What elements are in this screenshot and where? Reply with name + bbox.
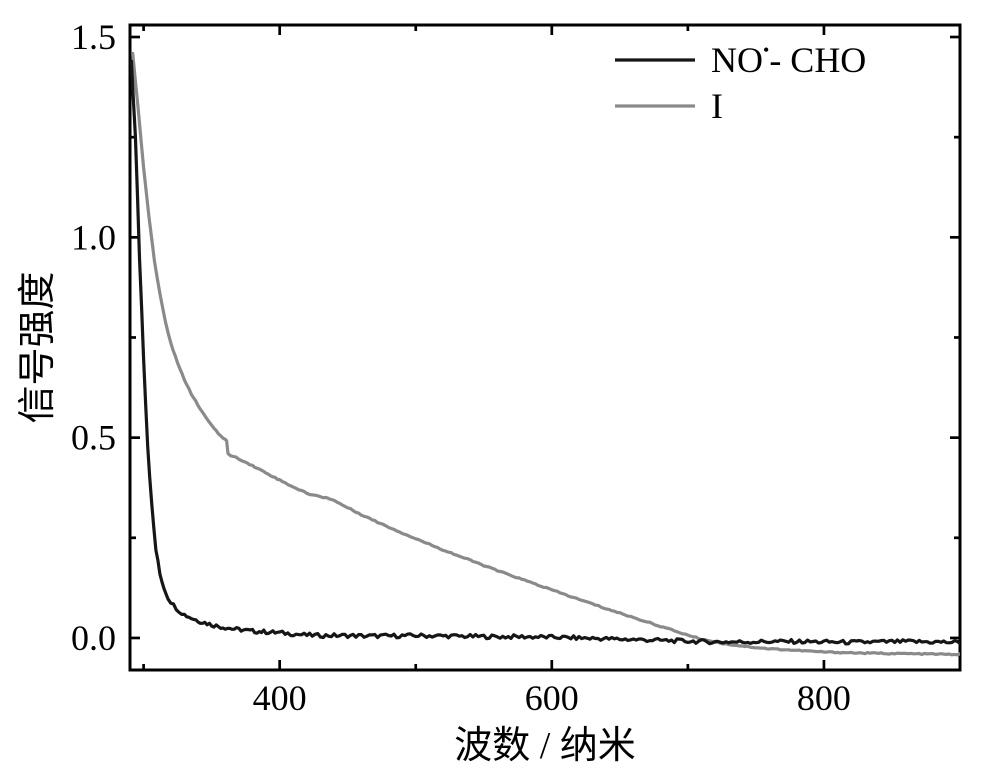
svg-text:400: 400 [253,678,307,718]
spectrum-chart: 400 600 800 波数 / 纳米 0.0 0.5 1.0 1.5 信号强度 NO•- CHO… [0,0,1000,771]
svg-text:0.5: 0.5 [71,418,116,458]
svg-text:波数 / 纳米: 波数 / 纳米 [454,725,636,767]
svg-text:1.0: 1.0 [71,217,116,257]
svg-text:信号强度: 信号强度 [17,271,59,423]
svg-text:0.0: 0.0 [71,618,116,658]
chart-svg: 400 600 800 波数 / 纳米 0.0 0.5 1.0 1.5 信号强度 NO•- CHO… [0,0,1000,771]
svg-text:NO•- CHO: NO•- CHO [711,40,866,80]
svg-text:I: I [711,86,723,126]
svg-text:800: 800 [797,678,851,718]
svg-text:1.5: 1.5 [71,17,116,57]
svg-text:600: 600 [525,678,579,718]
